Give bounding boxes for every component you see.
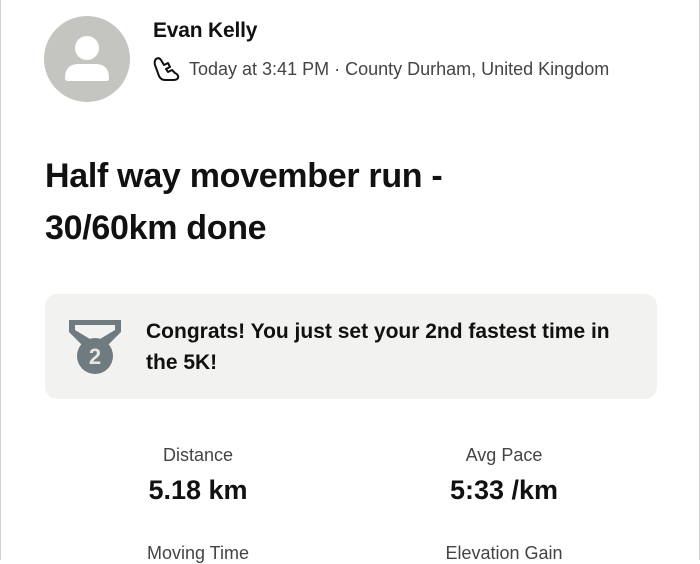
achievement-banner[interactable]: 2 Congrats! You just set your 2nd fastes…	[45, 294, 657, 399]
user-silhouette-icon	[65, 36, 109, 81]
stat-label: Elevation Gain	[445, 543, 563, 563]
stat-value: 5:33 /km	[449, 475, 559, 505]
activity-meta: Today at 3:41 PM · County Durham, United…	[153, 56, 609, 82]
author-name[interactable]: Evan Kelly	[153, 19, 258, 42]
silver-medal-icon: 2	[69, 320, 121, 374]
medal-rank: 2	[89, 344, 101, 369]
stat-label: Moving Time	[146, 543, 250, 563]
stat-avg-pace: Avg Pace 5:33 /km	[374, 445, 634, 506]
stat-value: 5.18 km	[148, 475, 248, 505]
activity-time-location: Today at 3:41 PM · County Durham, United…	[189, 58, 610, 79]
achievement-text: Congrats! You just set your 2nd fastest …	[146, 320, 610, 374]
stat-distance: Distance 5.18 km	[68, 445, 328, 506]
avatar[interactable]	[44, 16, 130, 102]
stat-moving-time: Moving Time	[68, 543, 328, 564]
stat-label: Avg Pace	[465, 445, 543, 465]
activity-title[interactable]: Half way movember run - 30/60km done	[45, 157, 443, 247]
running-shoe-icon	[153, 57, 180, 81]
stat-elevation-gain: Elevation Gain	[374, 543, 634, 564]
stat-label: Distance	[162, 445, 234, 465]
